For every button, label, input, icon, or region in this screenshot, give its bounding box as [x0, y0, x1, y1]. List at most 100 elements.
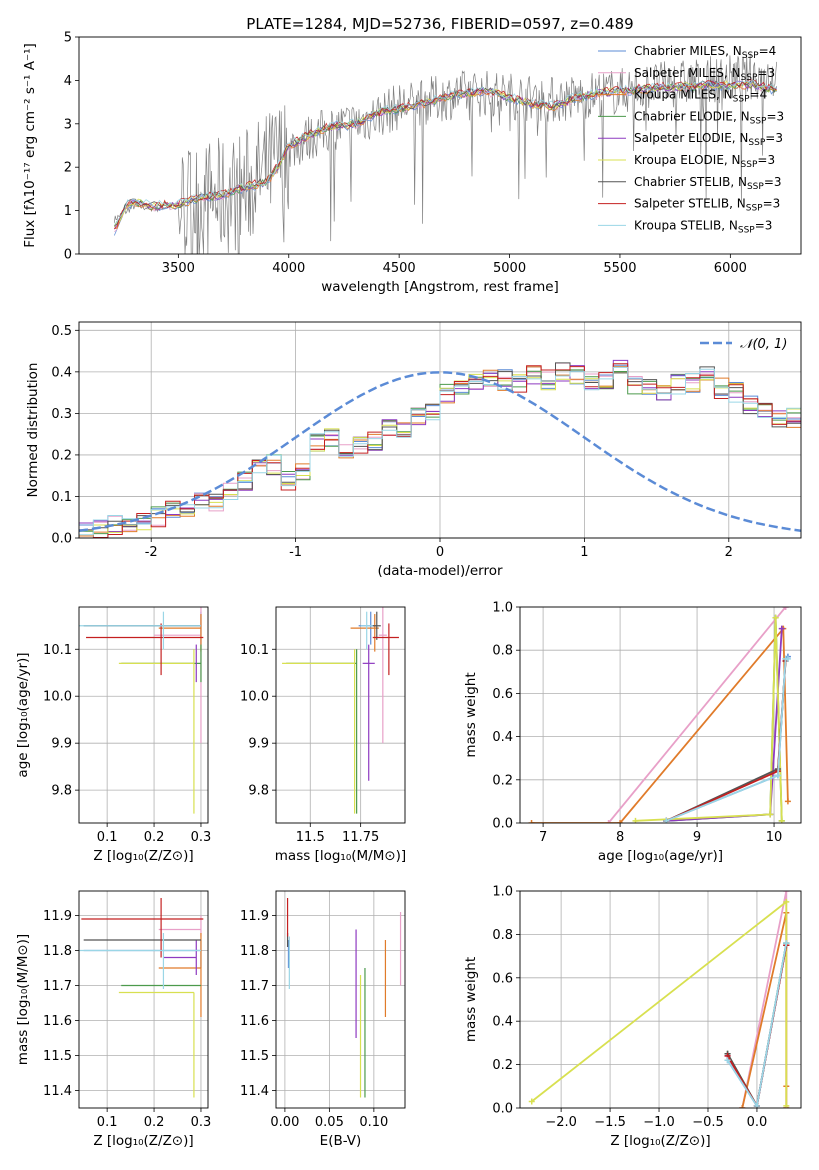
- x-axis-label: age [log₁₀(age/yr)]: [598, 848, 723, 864]
- y-tick-label: 2: [64, 161, 72, 176]
- weight-line: [607, 607, 787, 823]
- weight-marker: [528, 1098, 535, 1105]
- x-tick-label: −2.0: [545, 1115, 577, 1130]
- x-tick-label: 0.3: [191, 1115, 212, 1130]
- histogram-group: [79, 359, 801, 538]
- x-tick-label: 3500: [162, 261, 195, 276]
- x-tick-label: −1.5: [594, 1115, 626, 1130]
- x-tick-label: 0.00: [270, 1115, 299, 1130]
- y-axis-label: mass weight: [463, 672, 479, 757]
- x-axis-label: Z [log₁₀(Z/Z⊙)]: [93, 1133, 193, 1149]
- weight-marker: [774, 772, 781, 779]
- x-tick-label: 0.10: [359, 1115, 388, 1130]
- x-tick-label: 2: [725, 545, 733, 560]
- y-tick-label: 0.8: [492, 644, 513, 659]
- y-tick-label: 0.4: [51, 365, 72, 380]
- weight-marker: [782, 607, 789, 610]
- x-tick-label: 6000: [714, 261, 747, 276]
- weight-line: [666, 617, 783, 822]
- spectrum-panel: 3500 4000 4500 5000 5500 6000 0 1 2 3 4 5 wavelength…: [22, 15, 802, 295]
- y-tick-label: 0.1: [51, 490, 72, 505]
- x-axis-label: E(B-V): [320, 1133, 362, 1149]
- y-tick-label: 0: [64, 248, 72, 263]
- y-tick-label: 0.0: [492, 817, 513, 832]
- y-tick-label: 11.9: [43, 909, 72, 924]
- y-tick-label: 0.5: [51, 324, 72, 339]
- x-axis-label: Z [log₁₀(Z/Z⊙)]: [610, 1133, 710, 1149]
- y-tick-label: 11.6: [43, 1014, 72, 1029]
- weight-marker: [784, 798, 791, 805]
- y-tick-label: 11.9: [240, 909, 269, 924]
- axes-frame: [78, 36, 802, 255]
- errorbar-group: [79, 607, 204, 814]
- y-tick-label: 3: [64, 117, 72, 132]
- x-tick-label: 5500: [603, 261, 636, 276]
- legend-entry: 𝒩(0, 1): [740, 337, 787, 352]
- weight-marker: [617, 820, 624, 823]
- y-tick-label: 1.0: [492, 885, 513, 900]
- x-tick-label: −0.5: [692, 1115, 724, 1130]
- y-tick-label: 11.5: [43, 1049, 72, 1064]
- y-tick-label: 9.8: [248, 784, 269, 799]
- x-tick-label: −1.0: [643, 1115, 675, 1130]
- weight-line-group: [528, 607, 791, 823]
- legend-entry: Kroupa STELIB, NSSP=3: [634, 218, 772, 235]
- y-axis-label: Normed distribution: [25, 363, 41, 498]
- legend-entry: Salpeter MILES, NSSP=3: [634, 66, 775, 83]
- legend-entry: Salpeter STELIB, NSSP=3: [634, 197, 780, 214]
- x-tick-label: 11.5: [296, 830, 325, 845]
- weight-vs-metallicity-panel: −2.0 −1.5 −1.0 −0.5 0.0 0.0 0.2 0.4 0.6 0.8 1.0 Z […: [463, 885, 802, 1149]
- weight-marker: [784, 655, 791, 662]
- y-tick-label: 4: [64, 74, 72, 89]
- axes-frame: [519, 606, 802, 824]
- x-tick-label: 7: [539, 830, 547, 845]
- y-tick-label: 10.1: [240, 643, 269, 658]
- weight-line: [741, 912, 788, 1108]
- weight-marker: [528, 820, 535, 823]
- y-tick-label: 11.6: [240, 1014, 269, 1029]
- x-tick-label: -1: [289, 545, 302, 560]
- x-tick-label: 9: [693, 830, 701, 845]
- x-tick-label: 0.1: [97, 830, 118, 845]
- weight-marker: [783, 891, 790, 894]
- x-axis-label: Z [log₁₀(Z/Z⊙)]: [93, 848, 193, 864]
- legend-entry: Kroupa ELODIE, NSSP=3: [634, 153, 775, 170]
- mass-vs-ebv-panel: 0.00 0.05 0.10 11.4 11.5 11.6 11.7 11.8 11.9 E(B-…: [240, 890, 406, 1149]
- y-axis-label: Flux [fλ10⁻¹⁷ erg cm⁻² s⁻¹ A⁻¹]: [22, 43, 38, 248]
- y-tick-label: 11.4: [240, 1084, 269, 1099]
- x-tick-label: 0.2: [144, 1115, 165, 1130]
- y-tick-label: 11.7: [43, 979, 72, 994]
- y-tick-label: 9.8: [51, 784, 72, 799]
- y-tick-label: 1.0: [492, 601, 513, 616]
- y-axis-label: mass weight: [463, 957, 479, 1042]
- y-tick-label: 0.2: [492, 1058, 513, 1073]
- y-tick-label: 0.4: [492, 730, 513, 745]
- legend: Chabrier MILES, NSSP=4 Salpeter MILES, NS…: [598, 44, 784, 235]
- axes-frame: [275, 606, 406, 824]
- y-tick-label: 0.2: [492, 773, 513, 788]
- y-tick-label: 0.0: [492, 1102, 513, 1117]
- axes-frame: [519, 890, 802, 1109]
- histogram-step-line: [79, 366, 801, 536]
- y-tick-label: 11.8: [240, 944, 269, 959]
- x-tick-label: 0.2: [144, 830, 165, 845]
- x-tick-label: 5000: [493, 261, 526, 276]
- legend-entry: Chabrier STELIB, NSSP=3: [634, 175, 782, 192]
- y-tick-label: 9.9: [51, 737, 72, 752]
- y-tick-label: 10.0: [43, 690, 72, 705]
- legend-entry: Kroupa MILES, NSSP=4: [634, 88, 767, 105]
- x-tick-label: 0.3: [191, 830, 212, 845]
- y-tick-label: 0.6: [492, 687, 513, 702]
- weight-marker: [724, 1057, 731, 1064]
- weight-line: [665, 657, 788, 822]
- mass-vs-metallicity-panel: 0.1 0.2 0.3 11.4 11.5 11.6 11.7 11.8 11.9 Z [log₁…: [15, 890, 212, 1149]
- observed-spectrum-line: [113, 53, 778, 254]
- weight-marker: [739, 1105, 746, 1108]
- y-tick-label: 5: [64, 31, 72, 46]
- spectrum-lines: [113, 53, 778, 254]
- y-tick-label: 11.4: [43, 1084, 72, 1099]
- errorbar-group: [282, 607, 399, 814]
- y-axis-label: age [log₁₀(age/yr)]: [15, 652, 31, 777]
- legend-entry: Chabrier MILES, NSSP=4: [634, 44, 776, 61]
- y-tick-label: 10.1: [43, 643, 72, 658]
